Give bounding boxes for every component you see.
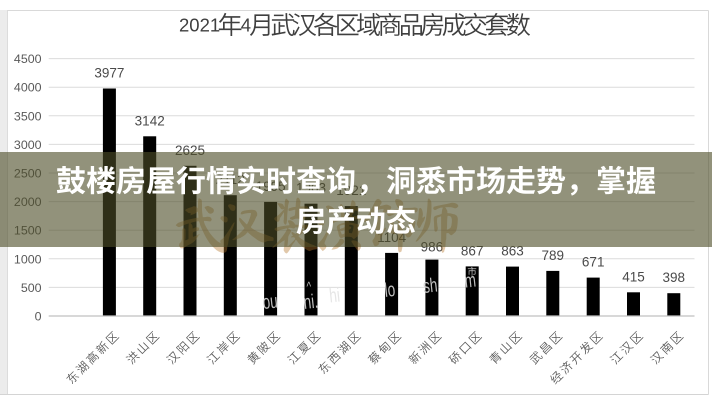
svg-text:415: 415: [622, 269, 645, 284]
svg-text:hi: hi: [328, 284, 341, 307]
svg-text:4000: 4000: [14, 81, 42, 95]
svg-text:1000: 1000: [14, 252, 42, 266]
svg-text:2021: 2021: [179, 14, 220, 35]
svg-text:789: 789: [542, 248, 565, 263]
svg-text:3000: 3000: [14, 138, 42, 152]
svg-text:sh: sh: [422, 274, 439, 298]
svg-text:3500: 3500: [14, 109, 42, 123]
svg-text:867: 867: [461, 243, 484, 258]
svg-text:m: m: [463, 269, 477, 292]
svg-text:500: 500: [21, 281, 42, 295]
svg-text:ni.: ni.: [302, 290, 319, 314]
svg-text:lo: lo: [383, 278, 396, 301]
svg-text:4: 4: [241, 14, 251, 35]
svg-text:3977: 3977: [94, 66, 124, 81]
svg-text:398: 398: [663, 270, 686, 285]
svg-text:4500: 4500: [14, 52, 42, 66]
svg-text:863: 863: [501, 244, 524, 259]
svg-text:0: 0: [35, 310, 42, 324]
svg-text:ou: ou: [261, 290, 278, 314]
svg-text:671: 671: [582, 255, 605, 270]
svg-text:3142: 3142: [135, 113, 165, 128]
svg-text:^: ^: [307, 281, 312, 295]
